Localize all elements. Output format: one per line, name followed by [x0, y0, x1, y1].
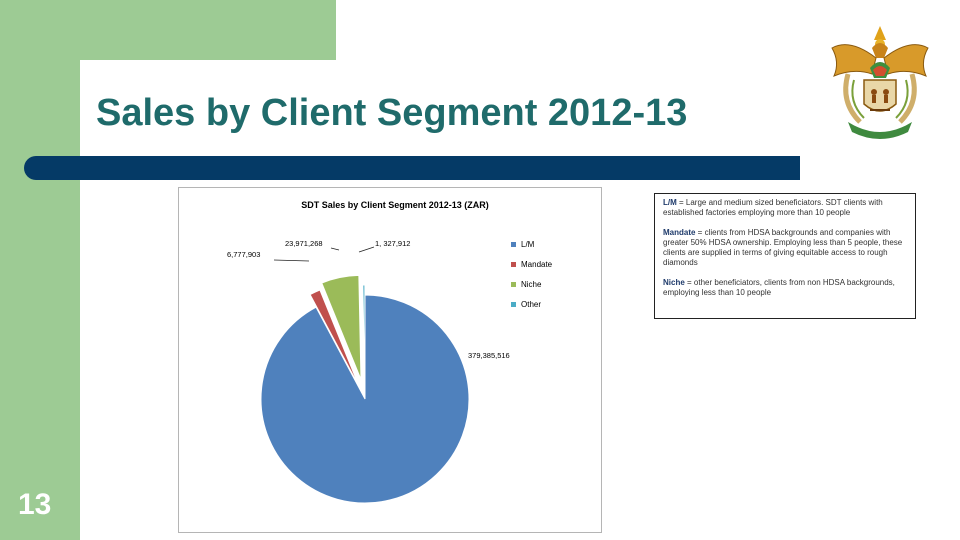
label-leader-line [330, 247, 340, 251]
green-side-panel [0, 0, 80, 540]
note-term: L/M [663, 198, 677, 207]
legend-swatch [511, 262, 516, 267]
pie-slice-mandate [309, 289, 360, 387]
legend-swatch [511, 302, 516, 307]
note-text: = clients from HDSA backgrounds and comp… [663, 228, 903, 267]
label-leader-line [273, 259, 310, 262]
legend-label: L/M [521, 240, 535, 249]
note-mandate: Mandate = clients from HDSA backgrounds … [663, 228, 909, 268]
data-label: 23,971,268 [285, 239, 323, 248]
slide-title: Sales by Client Segment 2012-13 [96, 92, 688, 134]
note-term: Niche [663, 278, 685, 287]
legend-label: Niche [521, 280, 542, 289]
title-underline-bar [24, 156, 800, 180]
pie-slice-niche [321, 274, 362, 380]
data-label: 1, 327,912 [375, 239, 410, 248]
south-africa-coat-of-arms-icon [826, 18, 934, 142]
note-text: = Large and medium sized beneficiators. … [663, 198, 883, 217]
legend-swatch [511, 242, 516, 247]
data-label: 379,385,516 [468, 351, 510, 360]
legend-swatch [511, 282, 516, 287]
page-number: 13 [18, 488, 52, 521]
note-lm: L/M = Large and medium sized beneficiato… [663, 198, 909, 218]
note-niche: Niche = other beneficiators, clients fro… [663, 278, 909, 298]
note-term: Mandate [663, 228, 696, 237]
segment-definitions-box: L/M = Large and medium sized beneficiato… [654, 193, 916, 319]
legend-label: Mandate [521, 260, 553, 269]
data-label: 6,777,903 [227, 250, 260, 259]
pie-chart: SDT Sales by Client Segment 2012-13 (ZAR… [178, 187, 602, 533]
note-text: = other beneficiators, clients from non … [663, 278, 895, 297]
legend-label: Other [521, 300, 541, 309]
pie-slice-other [362, 284, 366, 390]
chart-title: SDT Sales by Client Segment 2012-13 (ZAR… [301, 200, 489, 210]
green-top-panel [0, 0, 336, 60]
pie-slice-l-m [260, 294, 470, 504]
label-leader-line [358, 246, 375, 253]
